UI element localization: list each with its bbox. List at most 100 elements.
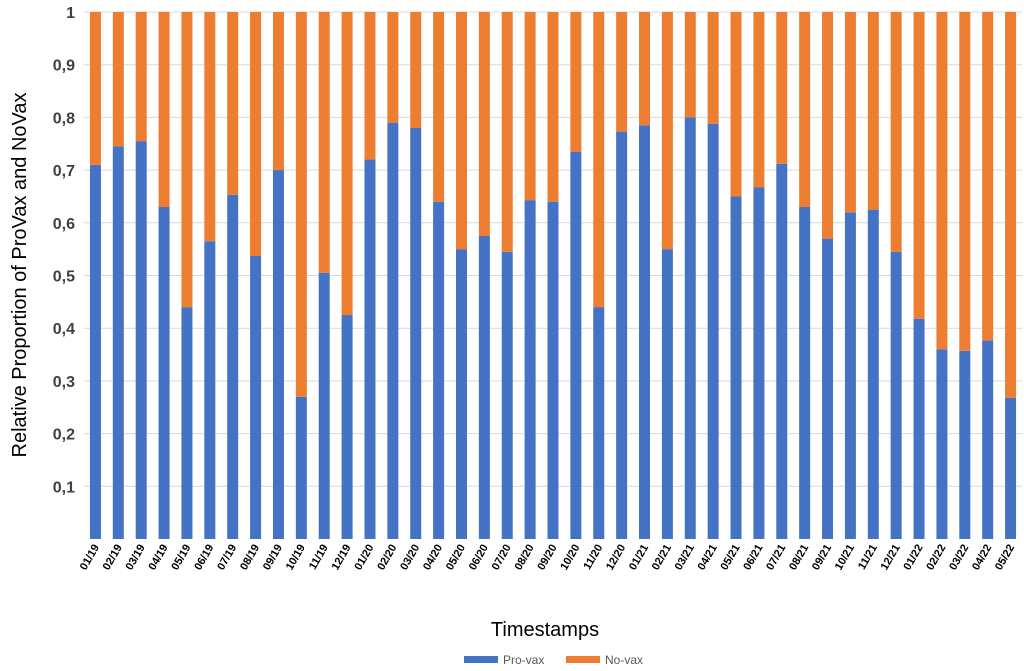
bar-no-vax-10-20 xyxy=(570,12,582,152)
bar-no-vax-01-22 xyxy=(913,12,925,319)
x-tick-label: 07/19 xyxy=(215,543,239,573)
bar-no-vax-12-20 xyxy=(616,12,628,132)
legend-swatch-pro-vax xyxy=(464,656,498,663)
y-axis-ticks: 0,1 0,2 0,3 0,4 0,5 0,6 0,7 0,8 0,9 1 xyxy=(53,5,75,496)
x-tick-label: 03/22 xyxy=(947,543,971,573)
bar-no-vax-11-20 xyxy=(593,12,605,308)
bar-pro-vax-11-21 xyxy=(867,209,879,539)
x-tick-label: 04/22 xyxy=(970,543,994,573)
x-tick-label: 02/22 xyxy=(924,543,948,573)
bar-pro-vax-12-21 xyxy=(890,251,902,539)
x-tick-label: 09/20 xyxy=(535,543,559,573)
x-tick-label: 09/19 xyxy=(261,543,285,573)
y-tick-label: 0,7 xyxy=(53,163,75,180)
bar-no-vax-09-20 xyxy=(547,12,559,202)
bar-no-vax-01-19 xyxy=(89,12,101,165)
x-tick-label: 02/19 xyxy=(101,543,125,573)
bar-pro-vax-03-22 xyxy=(959,350,971,539)
x-tick-label: 09/21 xyxy=(810,543,834,573)
legend: Pro-vax No-vax xyxy=(464,653,643,667)
x-axis-ticks: 01/1902/1903/1904/1905/1906/1907/1908/19… xyxy=(78,543,1017,573)
x-tick-label: 06/20 xyxy=(467,543,491,573)
x-tick-label: 05/20 xyxy=(444,543,468,573)
y-tick-label: 0,8 xyxy=(53,110,75,127)
bar-pro-vax-03-19 xyxy=(135,141,147,540)
x-tick-label: 05/21 xyxy=(718,543,742,573)
bar-pro-vax-05-20 xyxy=(455,249,467,539)
x-tick-label: 05/19 xyxy=(169,543,193,573)
x-tick-label: 03/20 xyxy=(398,543,422,573)
bar-no-vax-11-21 xyxy=(867,12,879,210)
x-tick-label: 02/21 xyxy=(650,543,674,573)
bar-no-vax-03-22 xyxy=(959,12,971,351)
bar-no-vax-07-21 xyxy=(776,12,788,164)
bar-pro-vax-05-21 xyxy=(730,196,742,539)
bar-no-vax-01-21 xyxy=(639,12,651,126)
bar-no-vax-05-21 xyxy=(730,12,742,197)
bar-pro-vax-07-19 xyxy=(227,194,239,539)
x-tick-label: 08/19 xyxy=(238,543,262,573)
bar-pro-vax-04-20 xyxy=(433,201,445,539)
bar-pro-vax-02-19 xyxy=(112,146,124,539)
bar-pro-vax-01-21 xyxy=(639,125,651,540)
bar-pro-vax-06-20 xyxy=(478,235,490,539)
bar-no-vax-05-19 xyxy=(181,12,193,308)
y-axis-title: Relative Proportion of ProVax and NoVax xyxy=(9,92,31,457)
bar-no-vax-03-20 xyxy=(410,12,422,128)
bar-no-vax-09-21 xyxy=(822,12,834,239)
bar-pro-vax-01-19 xyxy=(89,164,101,539)
bar-pro-vax-05-22 xyxy=(1005,397,1017,539)
y-tick-label: 0,2 xyxy=(53,427,75,444)
x-tick-label: 06/21 xyxy=(741,543,765,573)
x-tick-label: 03/19 xyxy=(124,543,148,573)
x-tick-label: 01/21 xyxy=(627,543,651,573)
x-tick-label: 04/21 xyxy=(696,543,720,573)
bar-no-vax-08-20 xyxy=(524,12,536,201)
bar-pro-vax-04-19 xyxy=(158,206,170,540)
x-tick-label: 02/20 xyxy=(375,543,399,573)
x-tick-label: 11/21 xyxy=(856,543,880,572)
bars xyxy=(89,12,1017,540)
y-tick-label: 0,1 xyxy=(53,479,75,496)
x-tick-label: 07/20 xyxy=(490,543,514,573)
bar-no-vax-06-20 xyxy=(478,12,490,236)
legend-label-pro-vax: Pro-vax xyxy=(503,653,544,667)
y-tick-label: 0,6 xyxy=(53,216,75,233)
bar-pro-vax-04-21 xyxy=(707,123,719,539)
bar-no-vax-12-19 xyxy=(341,12,353,316)
legend-swatch-no-vax xyxy=(566,656,600,663)
bar-no-vax-06-21 xyxy=(753,12,765,188)
bar-no-vax-04-22 xyxy=(982,12,994,341)
bar-pro-vax-06-19 xyxy=(204,241,216,539)
x-tick-label: 10/20 xyxy=(558,543,582,573)
bar-pro-vax-09-21 xyxy=(822,238,834,540)
bar-pro-vax-09-19 xyxy=(272,170,284,539)
bar-pro-vax-11-19 xyxy=(318,272,330,539)
bar-pro-vax-09-20 xyxy=(547,201,559,539)
bar-no-vax-04-21 xyxy=(707,12,719,124)
bar-no-vax-02-21 xyxy=(661,12,673,250)
x-tick-label: 03/21 xyxy=(673,543,697,573)
bar-pro-vax-02-21 xyxy=(661,249,673,539)
x-tick-label: 01/22 xyxy=(901,543,925,573)
bar-pro-vax-03-21 xyxy=(684,117,696,540)
x-tick-label: 08/21 xyxy=(787,543,811,573)
x-tick-label: 10/19 xyxy=(284,543,308,573)
bar-no-vax-04-19 xyxy=(158,12,170,207)
bar-pro-vax-05-19 xyxy=(181,307,193,539)
bar-pro-vax-07-21 xyxy=(776,163,788,539)
x-tick-label: 04/19 xyxy=(147,543,171,573)
x-tick-label: 11/20 xyxy=(582,543,606,572)
x-tick-label: 12/20 xyxy=(604,543,628,573)
x-tick-label: 07/21 xyxy=(764,543,788,573)
x-tick-label: 08/20 xyxy=(513,543,537,573)
x-axis-title: Timestamps xyxy=(491,619,599,641)
y-tick-label: 0,4 xyxy=(53,321,75,338)
bar-pro-vax-08-20 xyxy=(524,200,536,539)
bar-no-vax-10-19 xyxy=(295,12,307,397)
bar-no-vax-02-22 xyxy=(936,12,948,350)
bar-pro-vax-01-22 xyxy=(913,318,925,539)
bar-no-vax-10-21 xyxy=(844,12,856,213)
